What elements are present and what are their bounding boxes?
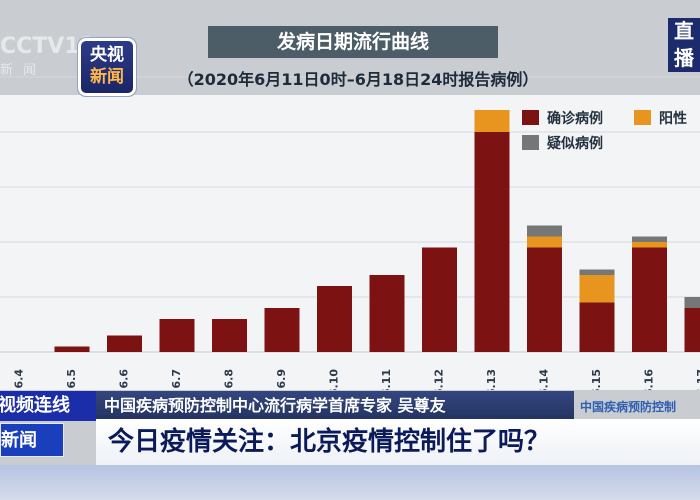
cctv-news-badge: 央视 新闻: [78, 38, 136, 96]
bar-suspected-6.15: [579, 269, 615, 275]
bottom-band: [0, 465, 700, 500]
bar-confirmed-6.16: [632, 247, 667, 352]
x-tick-label: 6.15: [590, 369, 603, 390]
x-tick-label: 6.17: [695, 369, 700, 390]
legend-suspected: 疑似病例: [522, 133, 603, 153]
legend-label-confirmed: 确诊病例: [547, 111, 603, 127]
x-tick-label: 6.10: [328, 369, 341, 390]
legend-label-suspected: 疑似病例: [547, 136, 603, 152]
bar-asymptomatic-6.15: [579, 275, 615, 303]
bar-asymptomatic-6.13: [474, 110, 510, 132]
cctv13-logo-sub: 新闻: [0, 63, 47, 78]
bar-confirmed-6.11: [369, 275, 405, 352]
x-tick-label: 6.16: [643, 369, 656, 390]
badge-line-1: 央视: [90, 45, 124, 65]
bar-confirmed-6.9: [264, 308, 300, 352]
legend-swatch-confirmed: [522, 110, 539, 125]
x-tick-label: 6.4: [13, 369, 26, 389]
x-axis-ticks: 6.4 6.5 6.6 6.7 6.8 6.9 6.10 6.11 6.12 6.13 6.14 6.…: [13, 369, 700, 390]
x-tick-label: 6.6: [118, 369, 131, 389]
cctv13-logo-text: CCTV13: [0, 34, 95, 59]
legend-label-asymptomatic: 阳性: [659, 111, 687, 127]
badge-line-2: 新闻: [90, 67, 124, 87]
x-tick-label: 6.8: [223, 369, 236, 389]
bar-asymptomatic-6.16: [632, 242, 667, 248]
bar-confirmed-6.17: [684, 308, 700, 352]
chart-title: 发病日期流行曲线: [208, 26, 498, 58]
x-tick-label: 6.7: [170, 369, 183, 389]
bar-confirmed-6.5: [54, 346, 90, 352]
bar-confirmed-6.6: [107, 335, 142, 352]
legend-swatch-asymptomatic: [634, 110, 651, 125]
x-tick-label: 6.12: [433, 369, 446, 390]
x-tick-label: 6.11: [380, 369, 393, 390]
video-link-tag: 视频连线: [0, 391, 96, 421]
x-tick-label: 6.14: [538, 369, 551, 390]
guest-caption: 中国疾病预防控制中心流行病学首席专家 吴尊友: [96, 391, 574, 421]
cctv13-logo: CCTV13 新闻: [0, 36, 95, 79]
legend-confirmed: 确诊病例: [522, 108, 603, 128]
bar-confirmed-6.10: [317, 286, 352, 352]
bar-suspected-6.17: [684, 297, 700, 308]
bar-suspected-6.16: [632, 236, 667, 242]
bar-confirmed-6.13: [474, 132, 510, 352]
bar-confirmed-6.15: [579, 302, 615, 352]
bar-confirmed-6.7: [159, 319, 195, 352]
x-tick-label: 6.9: [275, 369, 288, 389]
headline: 今日疫情关注：北京疫情控制住了吗？: [96, 419, 700, 465]
bar-confirmed-6.12: [422, 247, 457, 352]
x-tick-label: 6.5: [65, 369, 78, 389]
epidemic-curve-chart: 6.4 6.5 6.6 6.7 6.8 6.9 6.10 6.11 6.12 6.13 6.14 6.…: [0, 76, 700, 390]
legend-asymptomatic: 阳性: [634, 108, 687, 128]
x-tick-label: 6.13: [485, 369, 498, 390]
bar-confirmed-6.8: [212, 319, 247, 352]
bar-confirmed-6.14: [527, 247, 562, 352]
live-logo: 直播: [668, 18, 700, 72]
cdc-watermark: 中国疾病预防控制: [580, 400, 677, 414]
legend-swatch-suspected: [522, 135, 539, 150]
bars: [54, 110, 700, 352]
news-1plus1-logo: 新闻1+1: [0, 423, 64, 485]
chart-subtitle: （2020年6月11日0时–6月18日24时报告病例）: [177, 70, 539, 89]
bar-asymptomatic-6.14: [527, 236, 562, 248]
bar-suspected-6.14: [527, 225, 562, 237]
